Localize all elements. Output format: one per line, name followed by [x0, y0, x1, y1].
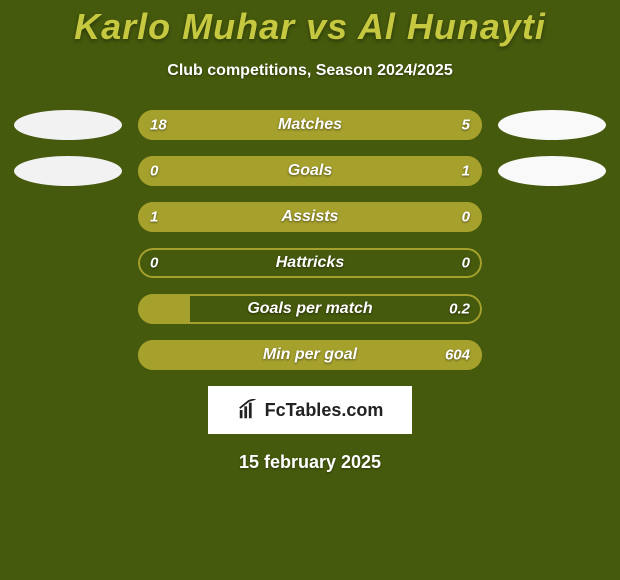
stat-right-value: 604 — [445, 347, 470, 364]
chart-icon — [237, 399, 259, 421]
stat-row: 1Assists0 — [0, 202, 620, 232]
stat-right-value: 5 — [462, 117, 470, 134]
stat-bar: 0Goals1 — [138, 156, 482, 186]
date-text: 15 february 2025 — [0, 452, 620, 473]
badge-text: FcTables.com — [265, 400, 384, 421]
stat-right-value: 0 — [462, 209, 470, 226]
player-left-oval — [14, 156, 122, 186]
stat-label: Min per goal — [138, 346, 482, 364]
stat-row: 18Matches5 — [0, 110, 620, 140]
stat-bar: 18Matches5 — [138, 110, 482, 140]
player-left-oval — [14, 110, 122, 140]
stat-label: Hattricks — [138, 254, 482, 272]
stat-label: Goals — [138, 162, 482, 180]
subtitle: Club competitions, Season 2024/2025 — [0, 62, 620, 80]
stat-rows: 18Matches50Goals11Assists00Hattricks0Goa… — [0, 110, 620, 370]
stat-bar: 1Assists0 — [138, 202, 482, 232]
page-title: Karlo Muhar vs Al Hunayti — [0, 0, 620, 48]
player-right-oval — [498, 110, 606, 140]
stat-right-value: 0 — [462, 255, 470, 272]
player-right-oval — [498, 156, 606, 186]
stat-right-value: 0.2 — [449, 301, 470, 318]
source-badge: FcTables.com — [208, 386, 412, 434]
stat-bar: 0Hattricks0 — [138, 248, 482, 278]
comparison-infographic: Karlo Muhar vs Al Hunayti Club competiti… — [0, 0, 620, 580]
stat-label: Assists — [138, 208, 482, 226]
stat-label: Matches — [138, 116, 482, 134]
stat-bar: Goals per match0.2 — [138, 294, 482, 324]
stat-row: 0Hattricks0 — [0, 248, 620, 278]
stat-label: Goals per match — [138, 300, 482, 318]
stat-row: 0Goals1 — [0, 156, 620, 186]
stat-bar: Min per goal604 — [138, 340, 482, 370]
stat-right-value: 1 — [462, 163, 470, 180]
stat-row: Min per goal604 — [0, 340, 620, 370]
stat-row: Goals per match0.2 — [0, 294, 620, 324]
